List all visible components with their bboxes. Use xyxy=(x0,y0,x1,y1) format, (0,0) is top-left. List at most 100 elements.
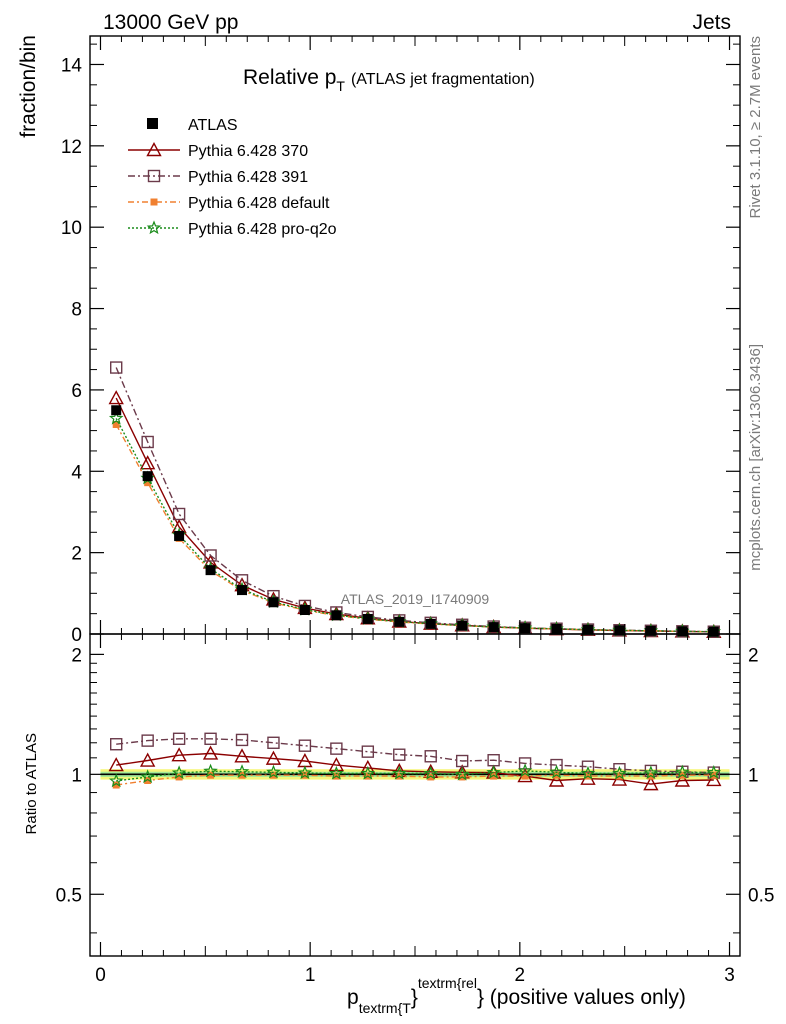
ratio-series-marker xyxy=(486,764,501,779)
y-tick-label: 8 xyxy=(71,300,82,321)
ratio-series-line xyxy=(116,770,714,782)
ratio-series-marker xyxy=(207,771,215,779)
ratio-y-axis-label: Ratio to ATLAS xyxy=(23,733,40,834)
ratio-series-marker xyxy=(361,745,375,758)
series-marker xyxy=(204,549,217,562)
ratio-series-marker xyxy=(521,772,529,780)
ratio-series-marker xyxy=(518,757,532,770)
ratio-y-tick-label-right: 2 xyxy=(748,645,759,666)
data-point xyxy=(237,585,248,596)
ratio-series-marker xyxy=(139,752,156,767)
ratio-series-marker xyxy=(234,764,250,778)
ratio-y-tick-label-right: 1 xyxy=(748,765,759,786)
mcplots-reference-label: mcplots.cern.ch [arXiv:1306.3436] xyxy=(747,344,764,571)
ratio-series-marker xyxy=(175,773,183,781)
ratio-series-marker xyxy=(141,734,154,747)
y-tick-label: 14 xyxy=(61,55,83,76)
series-marker xyxy=(110,361,123,374)
ratio-series-marker xyxy=(144,776,152,784)
data-point xyxy=(425,618,436,629)
ratio-series-marker xyxy=(392,765,407,780)
y-axis-label: fraction/bin xyxy=(17,35,40,138)
y-tick-label: 0 xyxy=(71,625,82,646)
ratio-y-tick-label: 0.5 xyxy=(56,885,82,906)
data-point xyxy=(457,620,468,631)
rivet-version-label: Rivet 3.1.10, ≥ 2.7M events xyxy=(747,36,764,219)
series-marker xyxy=(139,455,156,470)
ratio-series-marker xyxy=(674,772,691,787)
data-point xyxy=(520,623,531,634)
legend-marker xyxy=(147,169,161,183)
ratio-plot-panel: 0 1 2 3 0.5 0.5 1 1 2 2 xyxy=(56,633,774,986)
ratio-series-marker xyxy=(360,765,376,780)
y-tick-label: 10 xyxy=(61,218,82,239)
ratio-series-marker xyxy=(265,750,282,765)
data-point xyxy=(677,626,688,637)
y-tick-label: 6 xyxy=(71,381,82,402)
data-point xyxy=(551,623,562,634)
ratio-series-marker xyxy=(266,764,281,779)
data-point xyxy=(708,626,719,637)
ratio-series-marker xyxy=(550,758,563,772)
data-point xyxy=(645,625,656,636)
legend: ATLAS Pythia 6.428 370 Pythia 6.428 391 Pyt… xyxy=(128,117,337,238)
header-right: Jets xyxy=(692,11,731,34)
ratio-series-marker xyxy=(204,732,217,745)
data-point xyxy=(268,597,279,608)
ratio-series-marker xyxy=(490,772,498,780)
data-point xyxy=(362,613,373,624)
ratio-series-marker xyxy=(108,757,124,772)
ratio-series-marker xyxy=(423,765,438,780)
ratio-series-marker xyxy=(424,750,437,763)
ratio-series-marker xyxy=(393,748,406,761)
analysis-watermark: ATLAS_2019_I1740909 xyxy=(341,591,490,607)
ratio-series-marker xyxy=(548,772,565,787)
y-tick-label: 2 xyxy=(71,544,82,565)
legend-marker xyxy=(150,198,158,206)
ratio-series-marker xyxy=(267,736,280,749)
ratio-series-marker xyxy=(612,765,627,780)
data-point xyxy=(174,530,185,541)
data-point xyxy=(394,616,405,627)
ratio-series-line xyxy=(116,752,714,785)
legend-label: ATLAS xyxy=(188,117,238,134)
ratio-series-marker xyxy=(171,765,187,780)
legend-label: Pythia 6.428 391 xyxy=(188,169,308,186)
legend-marker xyxy=(146,220,162,235)
legend-label: Pythia 6.428 370 xyxy=(188,143,308,160)
header-left: 13000 GeV pp xyxy=(103,11,238,34)
ratio-series-marker xyxy=(203,763,218,778)
ratio-series-marker xyxy=(171,747,187,762)
ratio-series-marker xyxy=(643,776,659,791)
series-marker xyxy=(141,435,154,449)
ratio-series-marker xyxy=(580,765,596,780)
ratio-y-tick-label: 2 xyxy=(71,645,82,666)
ratio-series-marker xyxy=(328,757,345,772)
ratio-series-marker xyxy=(675,764,690,779)
ratio-series-marker xyxy=(112,781,120,789)
ratio-series-marker xyxy=(140,769,155,784)
ratio-series-marker xyxy=(108,773,124,788)
ratio-series-marker xyxy=(517,763,533,778)
ratio-series-marker xyxy=(455,754,469,768)
data-point xyxy=(582,624,593,635)
ratio-y-tick-label: 1 xyxy=(71,765,82,786)
ratio-series-marker xyxy=(297,765,313,780)
legend-label: Pythia 6.428 default xyxy=(188,195,330,212)
main-plot-panel: 0 2 4 6 8 10 12 14 xyxy=(61,35,741,646)
ratio-series-marker xyxy=(643,765,659,780)
series-marker xyxy=(144,479,152,487)
series-marker xyxy=(108,410,124,425)
y-tick-label: 12 xyxy=(61,137,82,158)
data-point xyxy=(205,565,216,576)
ratio-series-marker xyxy=(329,765,344,780)
ratio-series-marker xyxy=(172,732,186,745)
series-marker xyxy=(108,390,124,405)
ratio-series-marker xyxy=(454,766,470,781)
ratio-plot-frame xyxy=(89,633,741,957)
data-point xyxy=(299,604,310,615)
ratio-series-marker xyxy=(706,764,722,779)
ratio-series-marker xyxy=(238,771,246,779)
series-marker xyxy=(172,507,186,521)
legend-label: Pythia 6.428 pro-q2o xyxy=(188,221,337,238)
